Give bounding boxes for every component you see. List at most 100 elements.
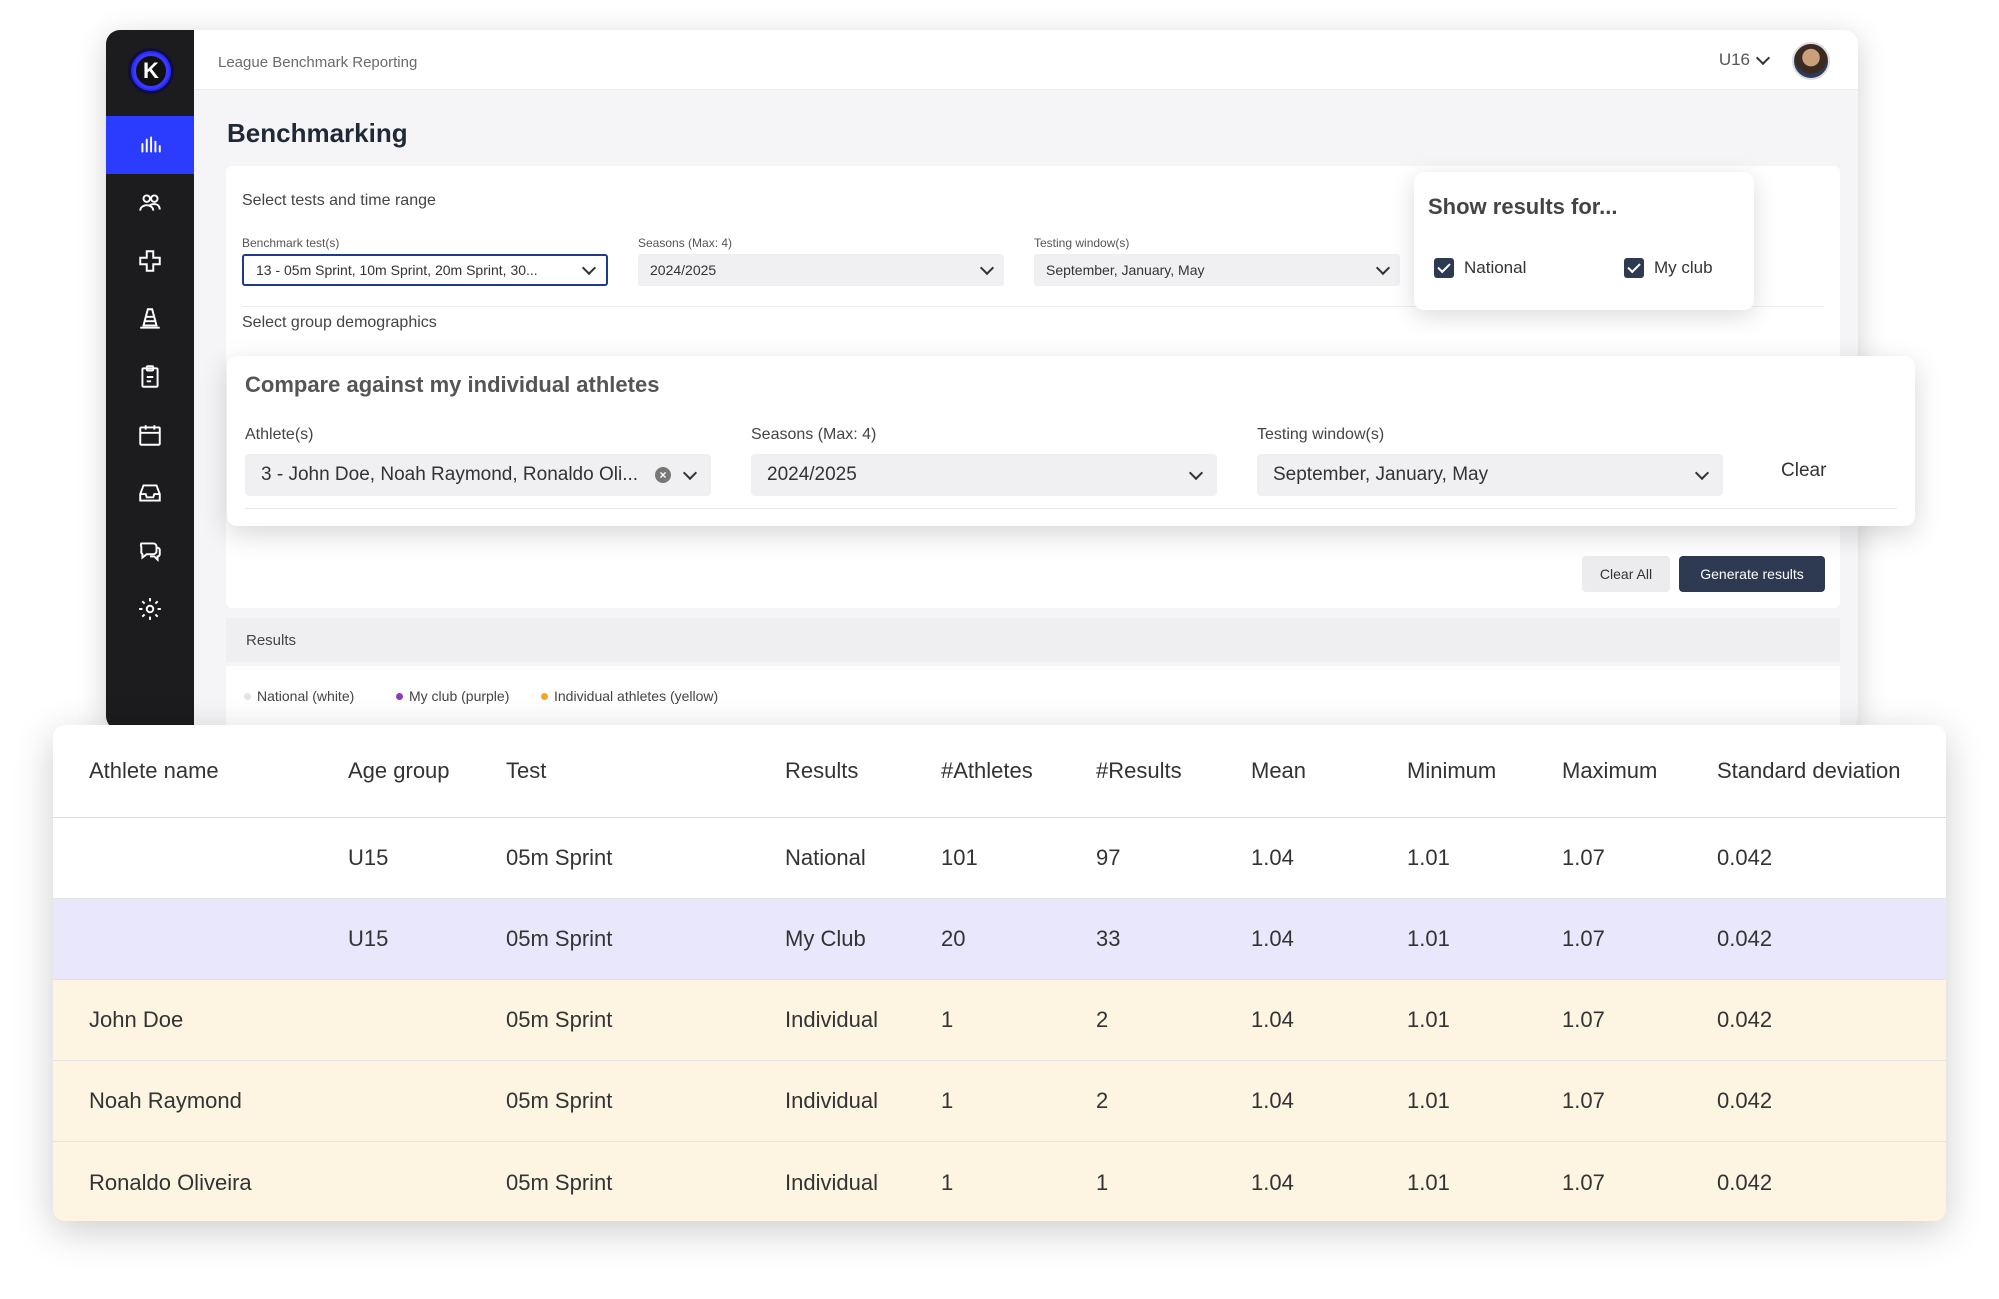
- header-standard-deviation[interactable]: Standard deviation: [1717, 758, 1901, 783]
- cell-results-count: 2: [1096, 1007, 1109, 1032]
- header-test[interactable]: Test: [506, 758, 547, 783]
- national-checkbox[interactable]: [1434, 258, 1454, 278]
- cell-athletes-count: 1: [941, 1088, 954, 1113]
- app-logo[interactable]: K: [128, 48, 174, 94]
- clear-all-button[interactable]: Clear All: [1582, 556, 1670, 592]
- athletes-value: 3 - John Doe, Noah Raymond, Ronaldo Oli.…: [261, 464, 639, 485]
- chevron-down-icon: [1375, 260, 1391, 276]
- header-age-group[interactable]: Age group: [348, 758, 450, 783]
- header-athletes-count[interactable]: #Athletes: [941, 758, 1033, 783]
- avatar[interactable]: [1792, 42, 1830, 80]
- compare-title: Compare against my individual athletes: [245, 372, 660, 397]
- divider: [242, 306, 1824, 307]
- compare-seasons-select[interactable]: 2024/2025: [751, 454, 1217, 496]
- header-results[interactable]: Results: [785, 758, 859, 783]
- chevron-down-icon: [979, 260, 995, 276]
- divider: [245, 508, 1897, 509]
- users-icon: [139, 194, 161, 211]
- cell-standard-deviation: 0.042: [1717, 845, 1773, 870]
- cell-minimum: 1.01: [1407, 1007, 1450, 1032]
- table-row[interactable]: Ronaldo Oliveira 05m Sprint Individual 1…: [53, 1142, 1946, 1221]
- cell-minimum: 1.01: [1407, 926, 1450, 951]
- legend-my-club: My club (purple): [396, 688, 509, 704]
- cell-athlete-name: Ronaldo Oliveira: [89, 1169, 252, 1195]
- nav-calendar[interactable]: [106, 406, 194, 464]
- nav-athletes[interactable]: [106, 174, 194, 232]
- team-label: U16: [1718, 50, 1750, 69]
- header-mean[interactable]: Mean: [1251, 758, 1307, 783]
- seasons-select[interactable]: 2024/2025: [638, 254, 1004, 286]
- my-club-checkbox[interactable]: [1624, 258, 1644, 278]
- cell-maximum: 1.07: [1562, 926, 1605, 951]
- nav-medical[interactable]: [106, 232, 194, 290]
- table-row[interactable]: U15 05m Sprint My Club 20 33 1.04 1.01 1…: [53, 899, 1946, 980]
- header-maximum[interactable]: Maximum: [1562, 758, 1658, 783]
- cell-age-group: U15: [348, 845, 389, 870]
- cell-athlete-name: John Doe: [89, 1007, 184, 1032]
- results-legend: National (white) My club (purple) Indivi…: [226, 666, 1840, 730]
- bar-chart-icon: [141, 136, 161, 153]
- nav-training[interactable]: [106, 290, 194, 348]
- legend-dot: [541, 692, 548, 700]
- window-select[interactable]: September, January, May: [1034, 254, 1400, 286]
- cell-maximum: 1.07: [1562, 1088, 1605, 1113]
- table-row[interactable]: U15 05m Sprint National 101 97 1.04 1.01…: [53, 818, 1946, 899]
- nav-settings[interactable]: [106, 580, 194, 638]
- athletes-label: Athlete(s): [245, 426, 314, 443]
- legend-label: National (white): [257, 688, 355, 704]
- cell-results-count: 33: [1096, 926, 1121, 951]
- cell-maximum: 1.07: [1562, 1007, 1605, 1032]
- cell-athletes-count: 1: [941, 1169, 954, 1195]
- generate-results-button[interactable]: Generate results: [1679, 556, 1825, 592]
- cell-mean: 1.04: [1251, 1169, 1294, 1195]
- chevron-down-icon: [1755, 50, 1771, 66]
- cell-results: Individual: [785, 1169, 878, 1195]
- results-header: Results: [226, 618, 1840, 662]
- legend-national: National (white): [244, 688, 354, 704]
- page-title: Benchmarking: [227, 118, 408, 148]
- compare-seasons-value: 2024/2025: [767, 464, 857, 485]
- benchmark-value: 13 - 05m Sprint, 10m Sprint, 20m Sprint,…: [256, 262, 538, 278]
- cell-standard-deviation: 0.042: [1717, 1169, 1773, 1195]
- national-checkbox-row[interactable]: National: [1434, 258, 1526, 278]
- athletes-select[interactable]: 3 - John Doe, Noah Raymond, Ronaldo Oli.…: [245, 454, 711, 496]
- nav-inbox[interactable]: [106, 464, 194, 522]
- chat-icon: [139, 542, 161, 563]
- compare-window-select[interactable]: September, January, May: [1257, 454, 1723, 496]
- cell-results: Individual: [785, 1007, 878, 1032]
- legend-dot: [396, 692, 403, 700]
- clipboard-icon: [141, 365, 159, 388]
- legend-label: My club (purple): [409, 688, 510, 704]
- header-athlete-name[interactable]: Athlete name: [89, 758, 219, 783]
- nav-benchmarking[interactable]: [106, 116, 194, 174]
- nav-forms[interactable]: [106, 348, 194, 406]
- table-row[interactable]: Noah Raymond 05m Sprint Individual 1 2 1…: [53, 1061, 1946, 1142]
- cell-test: 05m Sprint: [506, 1088, 613, 1113]
- cell-standard-deviation: 0.042: [1717, 926, 1773, 951]
- cell-age-group: U15: [348, 926, 389, 951]
- compare-window-label: Testing window(s): [1257, 426, 1385, 443]
- chevron-down-icon: [682, 465, 698, 481]
- header-results-count[interactable]: #Results: [1096, 758, 1182, 783]
- national-checkbox-label: National: [1464, 258, 1527, 277]
- team-selector[interactable]: U16: [1718, 50, 1771, 70]
- nav-messages[interactable]: [106, 522, 194, 580]
- cell-minimum: 1.01: [1407, 1169, 1450, 1195]
- logo-letter: K: [133, 53, 169, 89]
- calendar-icon: [139, 425, 161, 446]
- table-row[interactable]: John Doe 05m Sprint Individual 1 2 1.04 …: [53, 980, 1946, 1061]
- header-minimum[interactable]: Minimum: [1407, 758, 1497, 783]
- cell-test: 05m Sprint: [506, 1007, 613, 1032]
- gear-icon: [139, 598, 161, 620]
- compare-clear-button[interactable]: Clear: [1781, 460, 1827, 481]
- cell-mean: 1.04: [1251, 926, 1294, 951]
- cell-mean: 1.04: [1251, 1088, 1294, 1113]
- seasons-value: 2024/2025: [650, 262, 717, 278]
- legend-individual: Individual athletes (yellow): [541, 688, 718, 704]
- clear-selection-icon[interactable]: ×: [655, 467, 671, 483]
- inbox-icon: [139, 484, 161, 502]
- benchmark-select[interactable]: 13 - 05m Sprint, 10m Sprint, 20m Sprint,…: [242, 254, 608, 286]
- my-club-checkbox-row[interactable]: My club: [1624, 258, 1713, 278]
- section-demographics-label: Select group demographics: [242, 314, 437, 331]
- results-label: Results: [246, 632, 297, 649]
